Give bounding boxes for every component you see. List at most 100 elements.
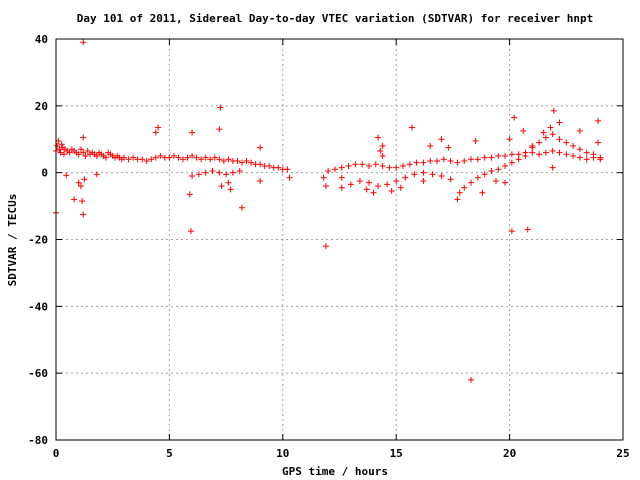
data-point xyxy=(556,149,563,156)
y-tick-label: -80 xyxy=(28,434,48,447)
data-point xyxy=(80,211,87,218)
data-point xyxy=(93,152,100,159)
x-tick-label: 5 xyxy=(166,447,173,460)
data-point xyxy=(202,169,209,176)
x-tick-label: 15 xyxy=(390,447,403,460)
data-point xyxy=(524,226,531,233)
data-point xyxy=(77,146,84,153)
data-point xyxy=(547,124,554,131)
data-point xyxy=(63,172,70,179)
y-tick-label: 20 xyxy=(35,100,48,113)
data-point xyxy=(225,156,232,163)
data-point xyxy=(556,119,563,126)
data-point xyxy=(102,154,109,161)
data-point xyxy=(536,139,543,146)
data-point xyxy=(495,166,502,173)
data-point xyxy=(229,169,236,176)
data-point xyxy=(352,161,359,168)
data-point xyxy=(400,162,407,169)
data-point xyxy=(427,157,434,164)
x-tick-label: 0 xyxy=(53,447,60,460)
data-point xyxy=(461,184,468,191)
data-point xyxy=(429,171,436,178)
data-point xyxy=(223,171,230,178)
data-point xyxy=(195,171,202,178)
data-point xyxy=(84,147,91,154)
data-point xyxy=(438,173,445,180)
data-point xyxy=(472,137,479,144)
data-point xyxy=(447,176,454,183)
data-point xyxy=(79,198,86,205)
data-point xyxy=(365,179,372,186)
data-point xyxy=(461,157,468,164)
data-point xyxy=(420,169,427,176)
data-point xyxy=(468,156,475,163)
data-point xyxy=(542,149,549,156)
data-point xyxy=(345,162,352,169)
data-point xyxy=(420,159,427,166)
data-point xyxy=(75,151,82,158)
data-point xyxy=(456,189,463,196)
data-point xyxy=(502,179,509,186)
data-point xyxy=(549,131,556,138)
data-point xyxy=(243,157,250,164)
data-point xyxy=(542,134,549,141)
data-point xyxy=(338,164,345,171)
data-point xyxy=(474,174,481,181)
data-point xyxy=(148,156,155,163)
data-point xyxy=(286,174,293,181)
axis-ticks xyxy=(55,38,624,441)
data-point xyxy=(80,149,87,156)
data-point xyxy=(152,129,159,136)
data-point xyxy=(379,152,386,159)
data-point xyxy=(508,159,515,166)
data-point xyxy=(275,164,282,171)
data-point xyxy=(563,139,570,146)
data-point xyxy=(570,152,577,159)
data-point xyxy=(166,154,173,161)
data-point xyxy=(125,156,132,163)
data-point xyxy=(130,154,137,161)
data-point xyxy=(447,157,454,164)
data-point xyxy=(438,136,445,143)
data-point xyxy=(502,162,509,169)
data-point xyxy=(216,169,223,176)
data-point xyxy=(508,151,515,158)
data-point xyxy=(492,178,499,185)
data-point xyxy=(58,141,65,148)
data-point xyxy=(488,154,495,161)
data-point xyxy=(56,146,63,153)
data-point xyxy=(77,183,84,190)
y-tick-label: -20 xyxy=(28,234,48,247)
data-point xyxy=(257,178,264,185)
data-point xyxy=(238,204,245,211)
data-point xyxy=(238,159,245,166)
data-point xyxy=(508,228,515,235)
data-point xyxy=(506,136,513,143)
data-point xyxy=(388,188,395,195)
data-point xyxy=(220,157,227,164)
data-point xyxy=(529,142,536,149)
data-point xyxy=(479,189,486,196)
tick-labels: 0 5 10 15 20 25 -80 -60 -40 -20 0 20 40 xyxy=(28,33,630,460)
data-point xyxy=(377,147,384,154)
data-point xyxy=(363,186,370,193)
data-point xyxy=(413,159,420,166)
data-point xyxy=(189,129,196,136)
x-tick-label: 25 xyxy=(616,447,629,460)
data-point xyxy=(550,107,557,114)
data-point xyxy=(356,178,363,185)
data-point xyxy=(393,178,400,185)
data-point xyxy=(198,156,205,163)
data-point xyxy=(597,154,604,161)
data-point xyxy=(322,183,329,190)
data-point xyxy=(82,152,89,159)
data-point xyxy=(409,124,416,131)
y-tick-label: -60 xyxy=(28,367,48,380)
data-point xyxy=(211,154,218,161)
data-point xyxy=(60,151,67,158)
data-point xyxy=(372,161,379,168)
grid xyxy=(56,39,623,440)
data-point xyxy=(157,152,164,159)
